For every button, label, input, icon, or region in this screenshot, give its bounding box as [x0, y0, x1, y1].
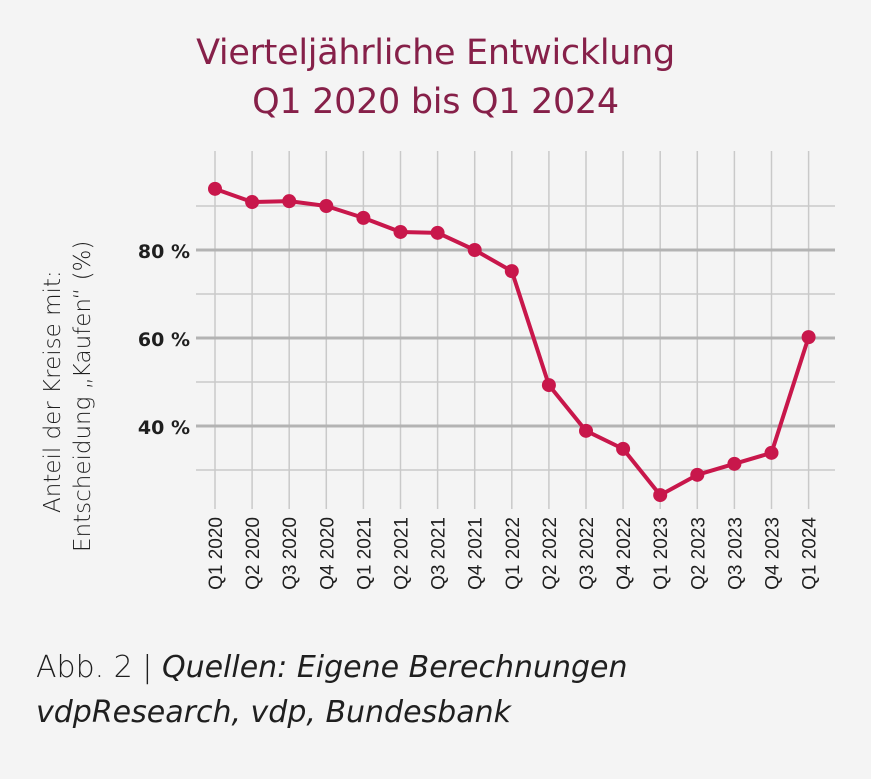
x-tick-label: Q3 2020 — [280, 517, 301, 590]
caption-sources-continued: vdpResearch, vdp, Bundesbank — [36, 695, 511, 730]
x-tick-label: Q4 2020 — [317, 517, 338, 590]
data-point — [579, 423, 593, 438]
y-tick-label: 60 % — [138, 329, 190, 351]
data-point — [541, 378, 556, 393]
x-tick-label: Q3 2023 — [725, 517, 746, 590]
x-tick-label: Q2 2022 — [540, 517, 561, 590]
data-point — [727, 456, 742, 471]
x-tick-label: Q1 2020 — [206, 517, 227, 590]
figure-caption-line1: Abb. 2 | Quellen: Eigene Berechnungen — [36, 650, 628, 685]
series-group — [208, 181, 816, 503]
x-tick-label: Q2 2020 — [243, 517, 264, 590]
x-tick-label: Q1 2023 — [651, 517, 672, 590]
data-point — [208, 181, 222, 196]
data-point — [801, 330, 816, 345]
data-point — [319, 199, 334, 213]
x-tick-label: Q4 2023 — [763, 517, 784, 590]
x-tick-label: Q3 2021 — [429, 517, 450, 590]
x-tick-label: Q4 2021 — [466, 517, 487, 590]
x-tick-label: Q1 2021 — [354, 517, 375, 590]
y-tick-label: 40 % — [138, 417, 190, 439]
data-point — [393, 224, 408, 239]
y-axis-ticks: 40 % 60 % 80 % — [138, 241, 190, 439]
data-point — [504, 264, 519, 279]
y-tick-label: 80 % — [138, 241, 190, 263]
x-tick-label: Q3 2022 — [577, 517, 598, 590]
x-tick-label: Q2 2023 — [688, 517, 709, 590]
x-tick-label: Q2 2021 — [392, 517, 413, 590]
data-point — [282, 194, 297, 209]
caption-sources: Quellen: Eigene Berechnungen — [161, 650, 628, 685]
data-point — [764, 445, 779, 460]
data-point — [690, 467, 705, 482]
x-tick-label: Q1 2024 — [800, 517, 821, 590]
x-tick-label: Q1 2022 — [503, 517, 524, 590]
data-point — [356, 210, 371, 225]
chart-subtitle: Q1 2020 bis Q1 2024 — [252, 82, 619, 122]
figure-caption-line2: vdpResearch, vdp, Bundesbank — [36, 695, 511, 730]
caption-prefix: Abb. 2 | — [36, 650, 162, 685]
data-point — [616, 441, 631, 456]
grid — [196, 151, 835, 509]
x-tick-label: Q4 2022 — [614, 517, 635, 590]
chart-title: Vierteljährliche Entwicklung — [196, 33, 675, 73]
data-point — [430, 225, 445, 240]
data-point — [245, 195, 260, 210]
data-point — [467, 243, 482, 257]
data-point — [653, 488, 668, 503]
x-axis-ticks: Q1 2020 Q2 2020 Q3 2020 Q4 2020 Q1 2021 Q2 20… — [206, 517, 821, 590]
